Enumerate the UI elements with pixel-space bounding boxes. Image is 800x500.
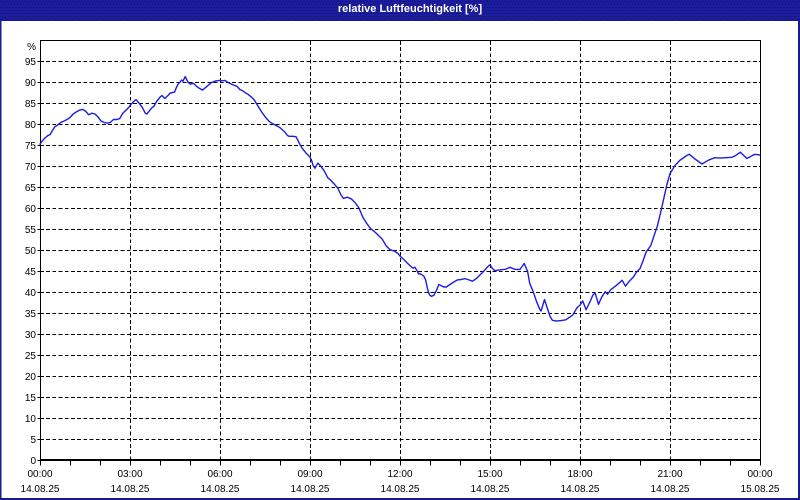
svg-text:15.08.25: 15.08.25	[741, 484, 780, 495]
svg-text:relative Luftfeuchtigkeit [%]: relative Luftfeuchtigkeit [%]	[338, 3, 483, 15]
svg-text:35: 35	[25, 309, 37, 320]
svg-text:03:00: 03:00	[117, 469, 142, 480]
svg-text:00:00: 00:00	[27, 469, 52, 480]
svg-text:14.08.25: 14.08.25	[21, 484, 60, 495]
svg-text:18:00: 18:00	[567, 469, 592, 480]
svg-text:80: 80	[25, 120, 37, 131]
svg-text:10: 10	[25, 414, 37, 425]
svg-text:50: 50	[25, 246, 37, 257]
svg-text:09:00: 09:00	[297, 469, 322, 480]
svg-text:55: 55	[25, 225, 37, 236]
svg-text:14.08.25: 14.08.25	[201, 484, 240, 495]
svg-text:06:00: 06:00	[207, 469, 232, 480]
svg-text:45: 45	[25, 267, 37, 278]
svg-text:15:00: 15:00	[477, 469, 502, 480]
svg-text:60: 60	[25, 204, 37, 215]
svg-text:75: 75	[25, 141, 37, 152]
svg-text:20: 20	[25, 372, 37, 383]
svg-text:30: 30	[25, 330, 37, 341]
svg-text:0: 0	[30, 456, 36, 467]
svg-text:12:00: 12:00	[387, 469, 412, 480]
svg-text:25: 25	[25, 351, 37, 362]
svg-text:14.08.25: 14.08.25	[111, 484, 150, 495]
svg-text:21:00: 21:00	[657, 469, 682, 480]
svg-text:40: 40	[25, 288, 37, 299]
svg-text:5: 5	[30, 435, 36, 446]
svg-text:14.08.25: 14.08.25	[381, 484, 420, 495]
svg-text:90: 90	[25, 78, 37, 89]
svg-text:14.08.25: 14.08.25	[471, 484, 510, 495]
svg-text:00:00: 00:00	[747, 469, 772, 480]
svg-text:14.08.25: 14.08.25	[291, 484, 330, 495]
svg-text:%: %	[27, 42, 36, 53]
svg-text:14.08.25: 14.08.25	[651, 484, 690, 495]
svg-text:85: 85	[25, 99, 37, 110]
svg-text:95: 95	[25, 57, 37, 68]
svg-text:14.08.25: 14.08.25	[561, 484, 600, 495]
svg-text:65: 65	[25, 183, 37, 194]
svg-text:70: 70	[25, 162, 37, 173]
svg-text:15: 15	[25, 393, 37, 404]
